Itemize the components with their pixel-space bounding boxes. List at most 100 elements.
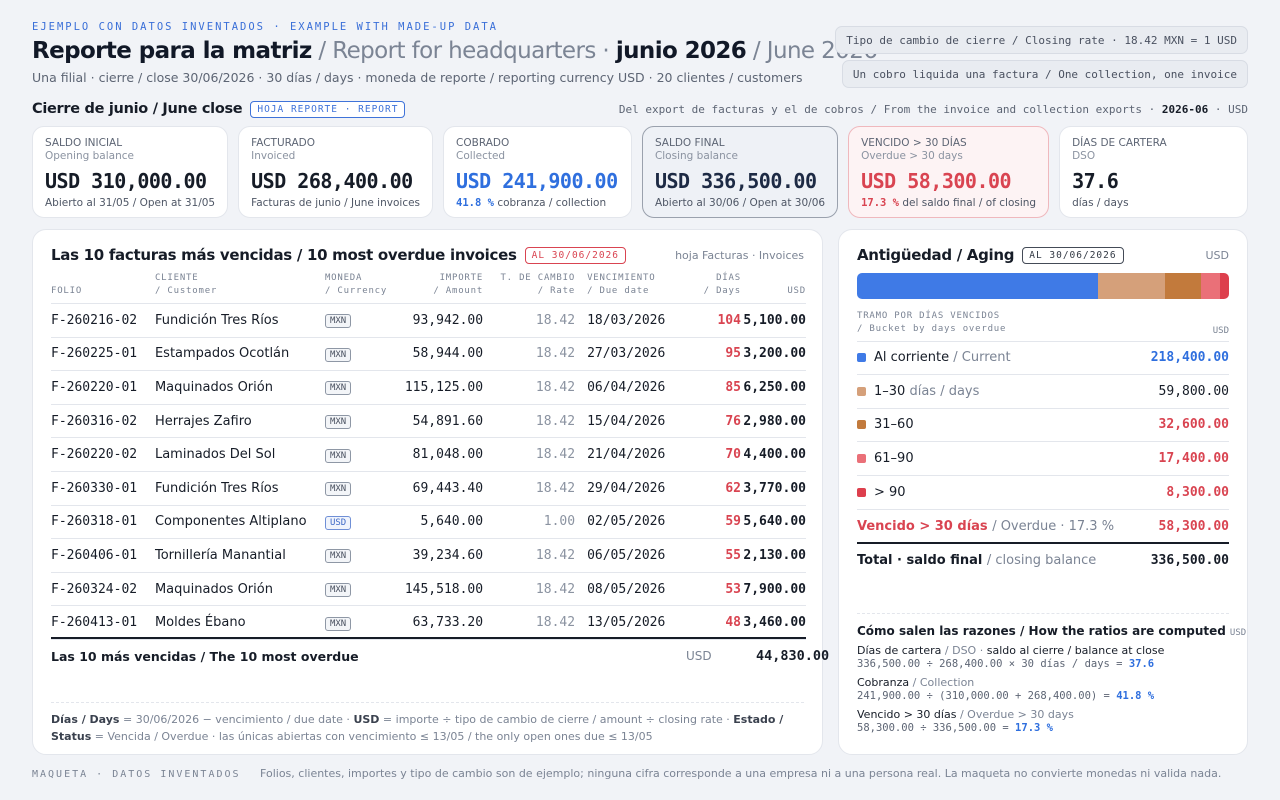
overdue-card-header: Las 10 facturas más vencidas / 10 most o… [51, 244, 804, 266]
cell-due-date: 13/05/2026 [575, 605, 676, 640]
table-row[interactable]: F-260225-01 Estampados Ocotlán MXN 58,944.0… [51, 337, 806, 372]
kpi-foot: 41.8 % cobranza / collection [456, 197, 619, 209]
cell-folio: F-260220-01 [51, 370, 155, 405]
ratio-name: Días de cartera / DSO · saldo al cierre … [857, 644, 1165, 657]
footer-text: Folios, clientes, importes y tipo de cam… [260, 767, 1222, 780]
cell-amount: 69,443.40 [387, 471, 484, 506]
aging-bucket-row: 31–60 32,600.00 [857, 408, 1229, 443]
col-header-rate[interactable]: T. DE CAMBIO / Rate [483, 272, 576, 304]
col-header-amount[interactable]: IMPORTE / Amount [387, 272, 484, 304]
aging-card-header: Antigüedad / Aging AL 30/06/2026 USD [857, 244, 1229, 266]
bucket-col-label: TRAMO POR DÍAS VENCIDOS / Bucket by days … [857, 311, 1007, 334]
kpi-value: USD 310,000.00 [45, 169, 207, 193]
table-row[interactable]: F-260406-01 Tornillería Manantial MXN 39,23… [51, 538, 806, 573]
kpi-value: USD 241,900.00 [456, 169, 618, 193]
aging-bucket-row: > 90 8,300.00 [857, 476, 1229, 510]
aging-bar-segment [857, 273, 1099, 299]
cell-usd: 5,100.00 [740, 303, 806, 338]
cell-currency: MXN [324, 605, 388, 640]
cell-usd: 7,900.00 [740, 572, 806, 607]
kpi-label: FACTURADO [251, 137, 316, 149]
table-row[interactable]: F-260216-02 Fundición Tres Ríos MXN 93,942.… [51, 303, 806, 338]
overdue-table-body: F-260216-02 Fundición Tres Ríos MXN 93,942.… [51, 303, 806, 640]
table-row[interactable]: F-260330-01 Fundición Tres Ríos MXN 69,443.… [51, 471, 806, 506]
title-en: / Report for headquarters · [318, 38, 610, 64]
cell-currency: MXN [324, 303, 388, 338]
aging-bar-segment [1200, 273, 1220, 299]
bucket-value: 8,300.00 [1166, 484, 1229, 500]
col-header-client[interactable]: CLIENTE / Customer [154, 272, 325, 304]
aging-bucket-row: 61–90 17,400.00 [857, 442, 1229, 477]
cell-rate: 18.42 [483, 538, 576, 573]
table-row[interactable]: F-260220-01 Maquinados Orión MXN 115,125.00… [51, 370, 806, 405]
cell-days: 53 [675, 572, 741, 607]
bucket-swatch [857, 420, 866, 430]
page-footer: MAQUETA · DATOS INVENTADOS Folios, clien… [32, 767, 1221, 780]
title-es: Reporte para la matriz [32, 38, 312, 64]
bucket-value: 32,600.00 [1158, 417, 1229, 433]
currency-badge: USD [324, 515, 352, 530]
cell-rate: 1.00 [483, 505, 576, 540]
table-row[interactable]: F-260220-02 Laminados Del Sol MXN 81,048.00… [51, 437, 806, 472]
kpi-value: USD 58,300.00 [861, 169, 1012, 193]
bucket-swatch [857, 454, 866, 464]
cell-days: 76 [675, 404, 741, 439]
section-header: Cierre de junio / June close HOJA REPORT… [32, 97, 1248, 121]
currency-badge: MXN [324, 482, 352, 497]
bucket-value: 59,800.00 [1158, 383, 1229, 399]
ratio-name: Vencido > 30 días / Overdue > 30 days [857, 708, 1074, 721]
col-header-due-date[interactable]: VENCIMIENTO / Due date [575, 272, 676, 304]
cell-client: Maquinados Orión [154, 572, 325, 607]
source-note-currency: · USD [1214, 102, 1248, 116]
cell-days: 70 [675, 437, 741, 472]
aging-total-label: Total · saldo final / closing balance [857, 552, 1097, 568]
currency-badge: MXN [324, 549, 352, 564]
cell-due-date: 18/03/2026 [575, 303, 676, 338]
cell-rate: 18.42 [483, 303, 576, 338]
overdue-total-row: Las 10 más vencidas / The 10 most overdu… [51, 637, 829, 673]
cell-client: Moldes Ébano [154, 605, 325, 640]
kpi-foot-text: cobranza / collection [497, 197, 607, 209]
bucket-name: > 90 [874, 484, 906, 500]
table-row[interactable]: F-260324-02 Maquinados Orión MXN 145,518.00… [51, 572, 806, 607]
closing-rate-pill: Tipo de cambio de cierre / Closing rate … [835, 26, 1248, 54]
kpi-foot: Facturas de junio / June invoices [251, 197, 421, 209]
kpi-closing-balance[interactable]: SALDO FINAL Closing balance USD 336,500.… [641, 126, 839, 218]
cell-usd: 3,200.00 [740, 337, 806, 372]
overdue-card-title: Las 10 facturas más vencidas / 10 most o… [51, 246, 517, 264]
cell-rate: 18.42 [483, 471, 576, 506]
page-subtitle: Una filial · cierre / close 30/06/2026 ·… [32, 70, 803, 85]
table-row[interactable]: F-260318-01 Componentes Altiplano USD 5,640… [51, 505, 806, 540]
bucket-name: 31–60 [874, 417, 914, 433]
cell-due-date: 15/04/2026 [575, 404, 676, 439]
aging-bucket-row: 1–30 días / days 59,800.00 [857, 375, 1229, 409]
eyebrow: EJEMPLO CON DATOS INVENTADOS · EXAMPLE W… [32, 21, 499, 33]
kpi-label: VENCIDO > 30 DÍAS [861, 137, 967, 149]
table-row[interactable]: F-260413-01 Moldes Ébano MXN 63,733.20 18.42… [51, 605, 806, 640]
cell-due-date: 06/05/2026 [575, 538, 676, 573]
ratio-formula: 241,900.00 ÷ (310,000.00 + 268,400.00) =… [857, 690, 1155, 702]
cell-rate: 18.42 [483, 437, 576, 472]
ratio-item: Cobranza / Collection 241,900.00 ÷ (310,… [857, 676, 1229, 702]
section-title: Cierre de junio / June close [32, 101, 243, 117]
cell-amount: 54,891.60 [387, 404, 484, 439]
aging-currency: USD [1205, 248, 1229, 262]
col-header-days[interactable]: DÍAS / Days [675, 272, 741, 304]
kpi-invoiced: FACTURADO Invoiced USD 268,400.00 Factur… [238, 126, 434, 218]
col-header-folio[interactable]: FOLIO [51, 272, 155, 304]
table-legend: Días / Days = 30/06/2026 − vencimiento /… [51, 702, 804, 745]
overdue-invoices-card: Las 10 facturas más vencidas / 10 most o… [32, 229, 829, 755]
col-header-usd[interactable]: USD [740, 272, 806, 304]
ratios-title: Cómo salen las razones / How the ratios … [857, 624, 1247, 638]
cell-client: Herrajes Zafiro [154, 404, 325, 439]
col-header-currency[interactable]: MONEDA / Currency [324, 272, 388, 304]
ratio-item: Días de cartera / DSO · saldo al cierre … [857, 644, 1229, 670]
table-row[interactable]: F-260316-02 Herrajes Zafiro MXN 54,891.60 18… [51, 404, 806, 439]
kpi-sublabel: Closing balance [654, 150, 738, 162]
cell-rate: 18.42 [483, 404, 576, 439]
aging-card: Antigüedad / Aging AL 30/06/2026 USD TRA… [838, 229, 1248, 755]
cell-currency: MXN [324, 572, 388, 607]
cell-days: 59 [675, 505, 741, 540]
sheet-hint: hoja Facturas · Invoices [675, 248, 804, 262]
kpi-percent: 17.3 % [861, 197, 899, 209]
